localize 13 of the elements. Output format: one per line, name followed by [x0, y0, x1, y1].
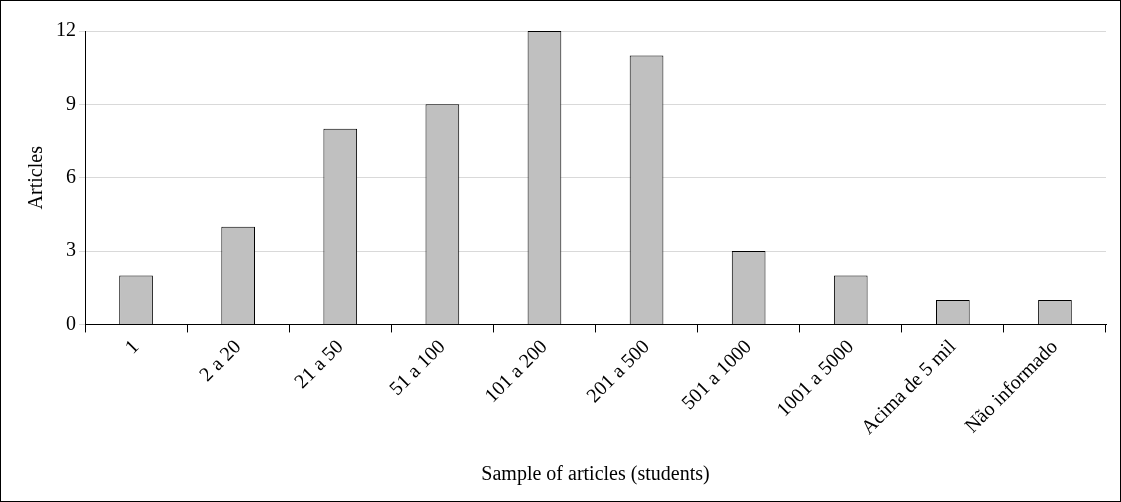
y-tick-label: 9 — [66, 91, 76, 114]
x-tick-label: 21 a 50 — [289, 334, 347, 393]
y-tick-label: 0 — [66, 311, 76, 334]
y-axis-title: Articles — [24, 145, 47, 210]
y-tick-label: 6 — [66, 164, 76, 187]
y-tick-label: 3 — [66, 238, 76, 261]
x-tick-label: 201 a 500 — [581, 334, 654, 407]
x-tick-label: 1 — [119, 334, 143, 358]
x-axis-title: Sample of articles (students) — [481, 462, 710, 486]
x-tick-label: 101 a 200 — [479, 334, 551, 407]
y-tick-label: 12 — [56, 18, 76, 41]
x-tick-label: 51 a 100 — [384, 334, 449, 400]
x-tick-label: 2 a 20 — [194, 334, 245, 386]
